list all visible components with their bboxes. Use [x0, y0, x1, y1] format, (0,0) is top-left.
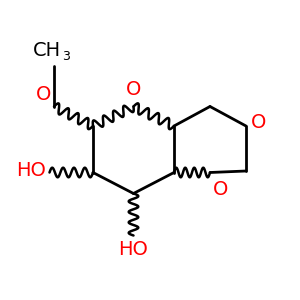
- Text: HO: HO: [118, 240, 148, 259]
- Text: O: O: [36, 85, 51, 104]
- Text: O: O: [126, 80, 141, 99]
- Text: CH: CH: [32, 41, 61, 60]
- Text: HO: HO: [16, 161, 46, 181]
- Text: 3: 3: [62, 50, 70, 63]
- Text: O: O: [213, 180, 228, 199]
- Text: O: O: [250, 113, 266, 133]
